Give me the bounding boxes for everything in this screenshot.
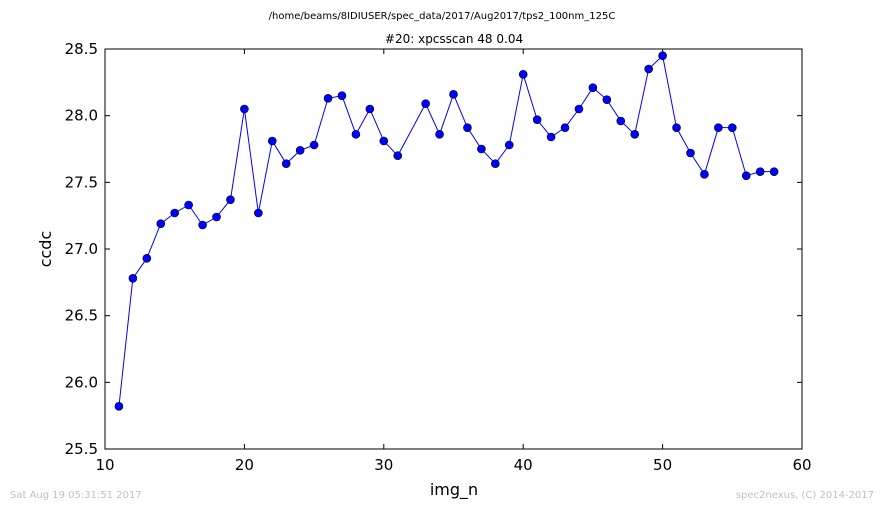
x-axis: 10 20 30 40 50 60	[95, 49, 812, 474]
chart-title: #20: xpcsscan 48 0.04	[385, 32, 523, 46]
data-point	[491, 159, 500, 168]
data-point	[463, 123, 472, 132]
x-tick-label: 60	[792, 456, 811, 474]
data-point	[323, 94, 333, 103]
data-point	[449, 90, 458, 99]
timestamp-footer: Sat Aug 19 05:31:51 2017	[10, 490, 142, 501]
data-point	[142, 254, 152, 263]
data-point	[644, 64, 653, 74]
file-path: /home/beams/8IDIUSER/spec_data/2017/Aug2…	[269, 11, 616, 22]
y-tick-label: 26.0	[65, 373, 98, 391]
y-axis: 25.5 26.0 26.5 27.0 27.5 28.0 28.5	[65, 40, 802, 458]
data-point	[588, 83, 598, 92]
data-point	[435, 130, 444, 139]
data-point	[518, 70, 528, 79]
x-tick-label: 50	[653, 456, 672, 474]
y-tick-label: 28.5	[65, 40, 98, 58]
data-point	[546, 132, 556, 142]
y-tick-label: 26.5	[65, 307, 98, 325]
data-point	[574, 104, 584, 114]
data-point	[295, 146, 305, 155]
data-point	[755, 167, 765, 176]
x-axis-label: img_n	[430, 480, 478, 500]
data-point	[281, 159, 291, 168]
y-tick-label: 27.5	[65, 173, 98, 191]
data-point	[226, 195, 235, 204]
data-point	[658, 51, 667, 60]
y-axis-label: ccdc	[36, 231, 55, 268]
y-tick-label: 27.0	[65, 240, 98, 258]
data-point	[477, 144, 486, 154]
data-point	[184, 200, 193, 210]
data-point	[156, 219, 166, 228]
data-point	[128, 274, 138, 283]
data-point	[114, 402, 124, 411]
data-point	[170, 208, 179, 218]
data-point	[309, 140, 319, 150]
data-point	[700, 170, 709, 179]
data-point	[560, 123, 570, 132]
data-point	[602, 95, 612, 104]
data-point	[714, 123, 723, 132]
y-tick-label: 28.0	[65, 107, 98, 125]
data-point	[686, 148, 695, 158]
data-point	[741, 171, 751, 180]
data-point	[393, 151, 403, 160]
x-tick-label: 30	[374, 456, 393, 474]
x-tick-label: 20	[235, 456, 254, 474]
data-point	[672, 123, 681, 132]
data-point	[379, 136, 389, 146]
data-point	[365, 104, 375, 114]
data-point	[630, 130, 640, 139]
data-point	[421, 99, 430, 108]
x-tick-label: 40	[514, 456, 533, 474]
data-point	[267, 136, 277, 146]
y-tick-label: 25.5	[65, 440, 98, 458]
data-point	[532, 115, 542, 124]
data-point	[212, 212, 221, 222]
data-series	[114, 51, 779, 411]
credit-footer: spec2nexus, (C) 2014-2017	[736, 490, 874, 501]
data-point	[727, 123, 737, 132]
data-point	[198, 220, 207, 230]
data-point	[240, 104, 249, 114]
data-point	[351, 130, 361, 139]
x-tick-label: 10	[95, 456, 114, 474]
data-point	[254, 208, 263, 218]
plot-area	[104, 48, 803, 450]
data-point	[769, 167, 779, 176]
data-point	[337, 91, 347, 100]
data-point	[504, 140, 514, 150]
data-point	[616, 116, 626, 126]
